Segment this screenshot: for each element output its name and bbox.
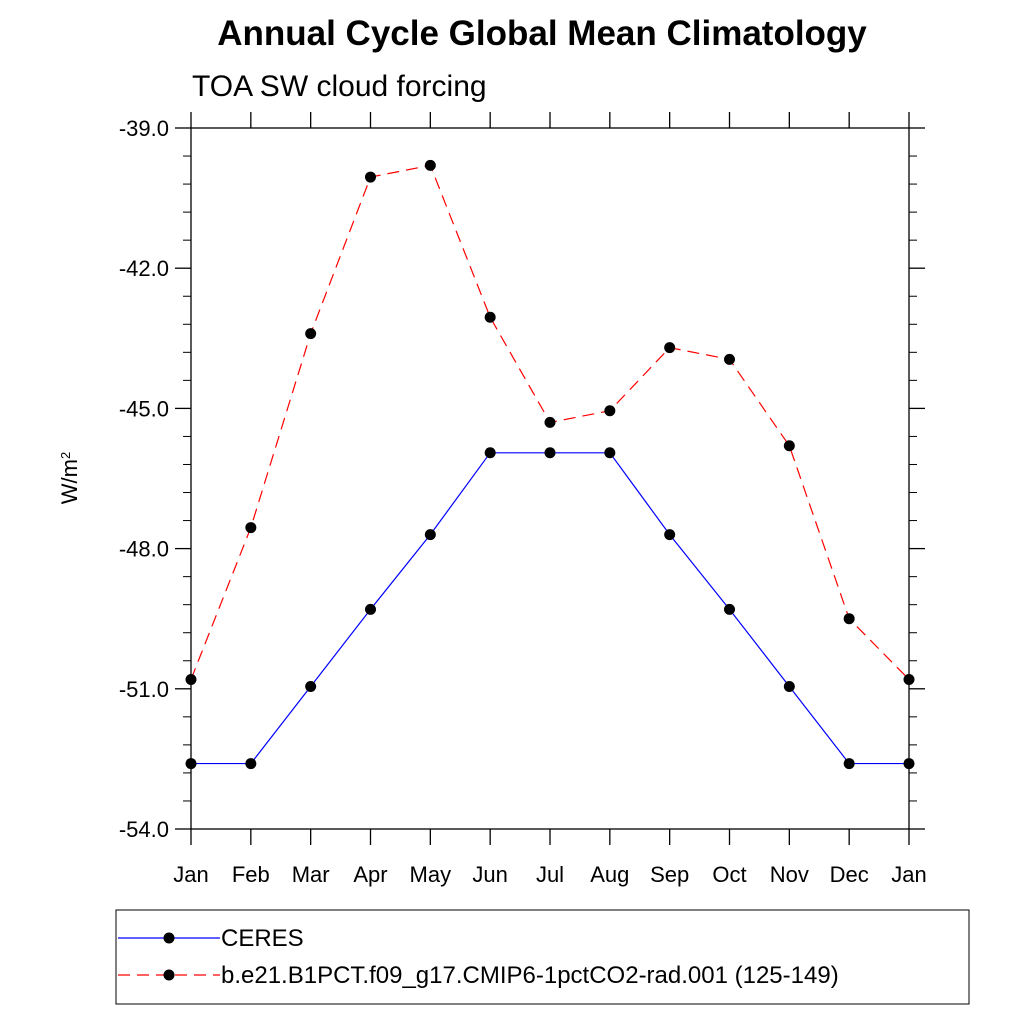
x-tick-label: Jan <box>891 862 926 887</box>
data-point <box>843 758 855 770</box>
data-point <box>783 440 795 452</box>
y-tick-label: -54.0 <box>119 817 169 842</box>
x-tick-label: Sep <box>650 862 689 887</box>
data-point <box>664 529 676 541</box>
x-tick-label: Feb <box>232 862 270 887</box>
y-tick-label: -48.0 <box>119 537 169 562</box>
x-tick-labels: Jan Feb Mar Apr May Jun Jul Aug Sep Oct Nov Dec Jan <box>173 862 926 887</box>
x-tick-label: Nov <box>770 862 809 887</box>
y-tick-label: -39.0 <box>119 116 169 141</box>
x-tick-label: Jul <box>536 862 564 887</box>
legend-marker-0 <box>163 932 175 944</box>
x-tick-label: Aug <box>590 862 629 887</box>
y-tick-labels: -39.0 -42.0 -45.0 -48.0 -51.0 -54.0 <box>119 116 169 842</box>
y-tick-label: -42.0 <box>119 256 169 281</box>
x-tick-label: May <box>410 862 452 887</box>
plot-frame <box>190 127 910 830</box>
data-point <box>604 447 616 459</box>
y-axis-label-sup: 2 <box>58 452 73 459</box>
data-point <box>185 673 197 685</box>
x-tick-label: Jun <box>472 862 507 887</box>
page-title: Annual Cycle Global Mean Climatology <box>217 14 867 53</box>
series-line-0 <box>191 452 909 765</box>
data-point <box>245 758 257 770</box>
tick-marks <box>175 112 925 845</box>
data-point <box>245 522 257 534</box>
data-point <box>305 328 317 340</box>
data-point <box>783 680 795 692</box>
x-tick-label: Dec <box>830 862 869 887</box>
x-tick-label: Apr <box>353 862 387 887</box>
x-tick-label: Oct <box>712 862 746 887</box>
data-point <box>544 447 556 459</box>
x-tick-label: Mar <box>292 862 330 887</box>
chart-subtitle: TOA SW cloud forcing <box>192 70 487 103</box>
data-point <box>484 447 496 459</box>
series-layer <box>185 159 915 770</box>
data-point <box>903 673 915 685</box>
y-tick-label: -45.0 <box>119 396 169 421</box>
data-point <box>305 680 317 692</box>
data-point <box>903 758 915 770</box>
data-point <box>424 529 436 541</box>
data-point <box>724 353 735 365</box>
legend-label-0: CERES <box>221 925 304 952</box>
x-tick-label: Jan <box>173 862 208 887</box>
data-point <box>843 613 855 625</box>
data-point <box>424 159 436 171</box>
legend-label-1: b.e21.B1PCT.f09_g17.CMIP6-1pctCO2-rad.00… <box>221 962 839 989</box>
data-point <box>185 758 197 770</box>
data-point <box>484 311 496 323</box>
legend: CERES b.e21.B1PCT.f09_g17.CMIP6-1pctCO2-r… <box>118 925 839 989</box>
data-point <box>664 342 676 354</box>
legend-marker-1 <box>163 969 175 981</box>
y-axis-label-base: W/m <box>57 459 82 504</box>
data-point <box>365 603 376 615</box>
data-point <box>604 405 616 417</box>
data-point <box>724 603 735 615</box>
data-point <box>544 416 556 428</box>
y-tick-label: -51.0 <box>119 677 169 702</box>
y-axis-label: W/m2 <box>57 452 82 504</box>
data-point <box>365 171 376 183</box>
legend-box <box>115 909 970 1005</box>
